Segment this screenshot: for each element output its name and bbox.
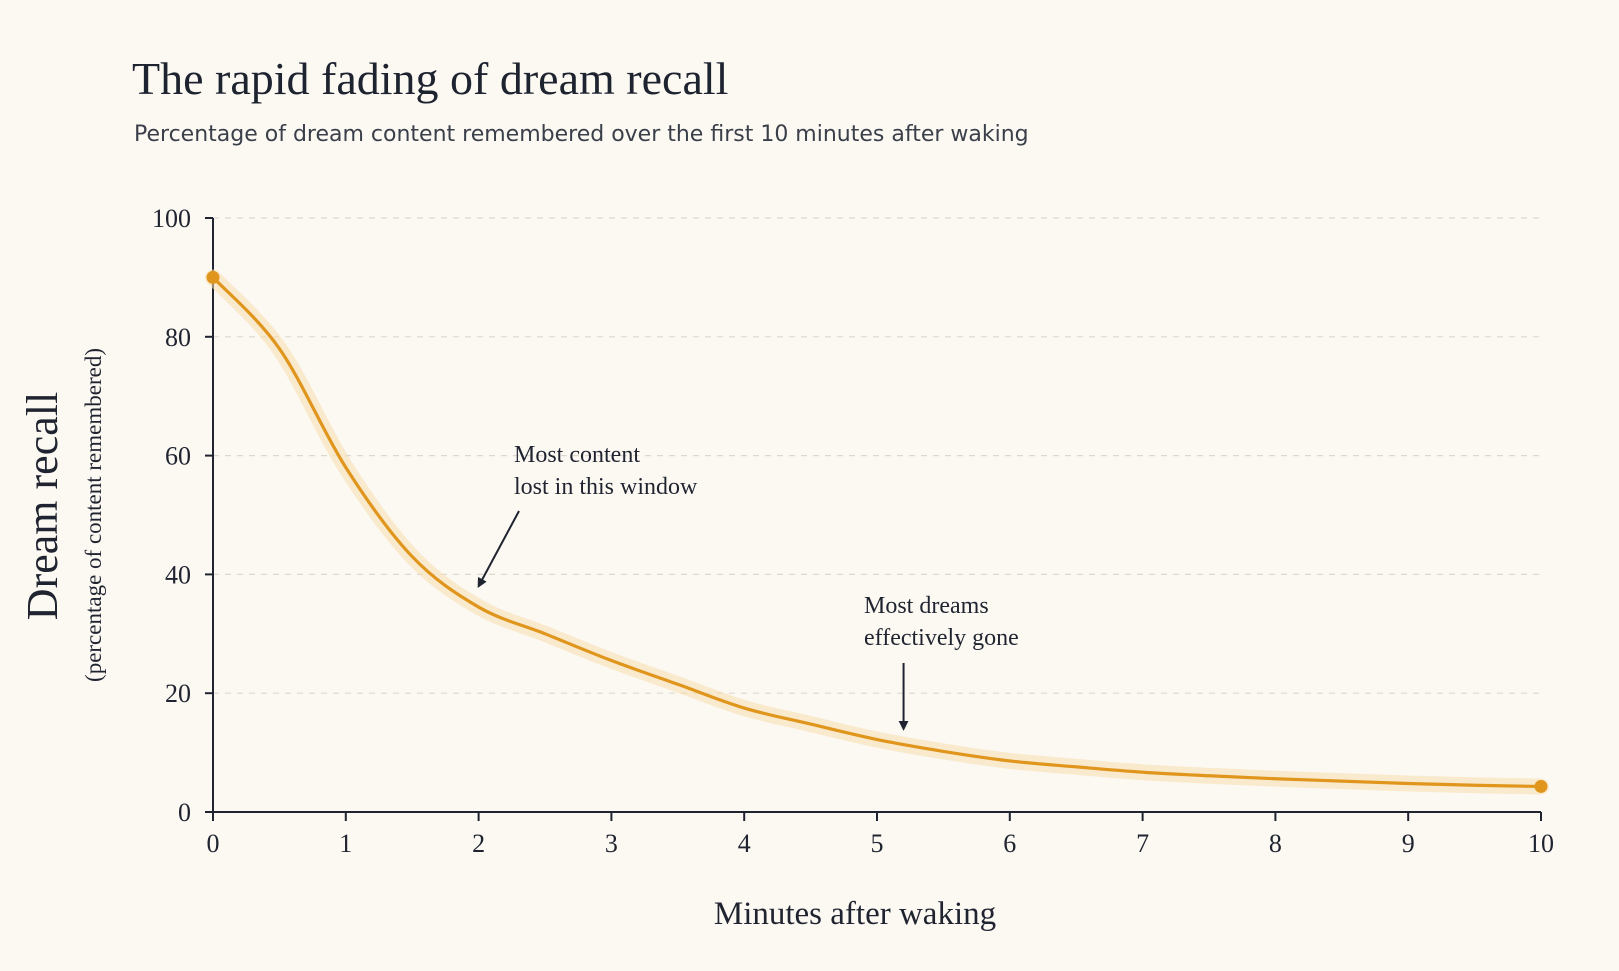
x-tick-label: 2 [472, 829, 485, 858]
series-line [211, 275, 1543, 789]
x-tick-label: 4 [738, 829, 751, 858]
y-tick-label: 60 [165, 442, 191, 471]
y-tick-label: 100 [152, 204, 191, 233]
y-tick-label: 80 [165, 323, 191, 352]
x-tick-label: 6 [1003, 829, 1016, 858]
series-halo [205, 269, 1549, 795]
x-tick-label: 10 [1528, 829, 1554, 858]
x-tick-label: 0 [207, 829, 220, 858]
annotation-1-arrow [477, 510, 520, 589]
x-tick-label: 9 [1402, 829, 1415, 858]
x-tick-label: 5 [871, 829, 884, 858]
x-tick-label: 3 [605, 829, 618, 858]
y-tick-label: 20 [165, 679, 191, 708]
chart-title: The rapid fading of dream recall [132, 53, 729, 104]
end-point [1534, 779, 1548, 793]
y-axis-sublabel: (percentage of content remembered) [81, 348, 106, 682]
x-tick-label: 1 [339, 829, 352, 858]
annotation-2-line-1: Most dreams [864, 593, 989, 619]
annotation-1-line-1: Most content [514, 442, 640, 468]
x-axis-label: Minutes after waking [714, 896, 996, 932]
y-tick-label: 40 [165, 560, 191, 589]
y-tick-label: 0 [178, 798, 191, 827]
x-tick-label: 8 [1269, 829, 1282, 858]
start-point [206, 270, 220, 284]
annotation-2-line-2: effectively gone [864, 625, 1019, 651]
x-tick-label: 7 [1136, 829, 1149, 858]
annotation-1-line-2: lost in this window [514, 474, 698, 500]
chart-subtitle: Percentage of dream content remembered o… [134, 122, 1029, 147]
y-axis-label: Dream recall [18, 392, 67, 620]
